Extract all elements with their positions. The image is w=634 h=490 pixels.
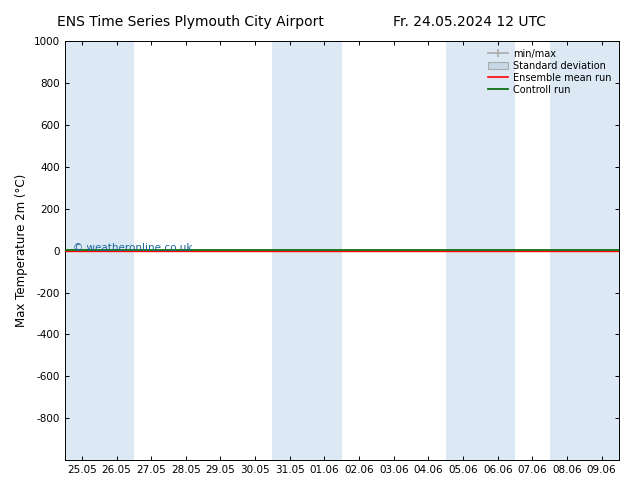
Legend: min/max, Standard deviation, Ensemble mean run, Controll run: min/max, Standard deviation, Ensemble me…: [486, 46, 614, 98]
Bar: [446, 41, 515, 460]
Bar: [273, 41, 342, 460]
Text: © weatheronline.co.uk: © weatheronline.co.uk: [73, 244, 192, 253]
Y-axis label: Max Temperature 2m (°C): Max Temperature 2m (°C): [15, 174, 28, 327]
Text: ENS Time Series Plymouth City Airport: ENS Time Series Plymouth City Airport: [57, 15, 323, 29]
Bar: [550, 41, 619, 460]
Text: Fr. 24.05.2024 12 UTC: Fr. 24.05.2024 12 UTC: [392, 15, 546, 29]
Bar: [65, 41, 134, 460]
